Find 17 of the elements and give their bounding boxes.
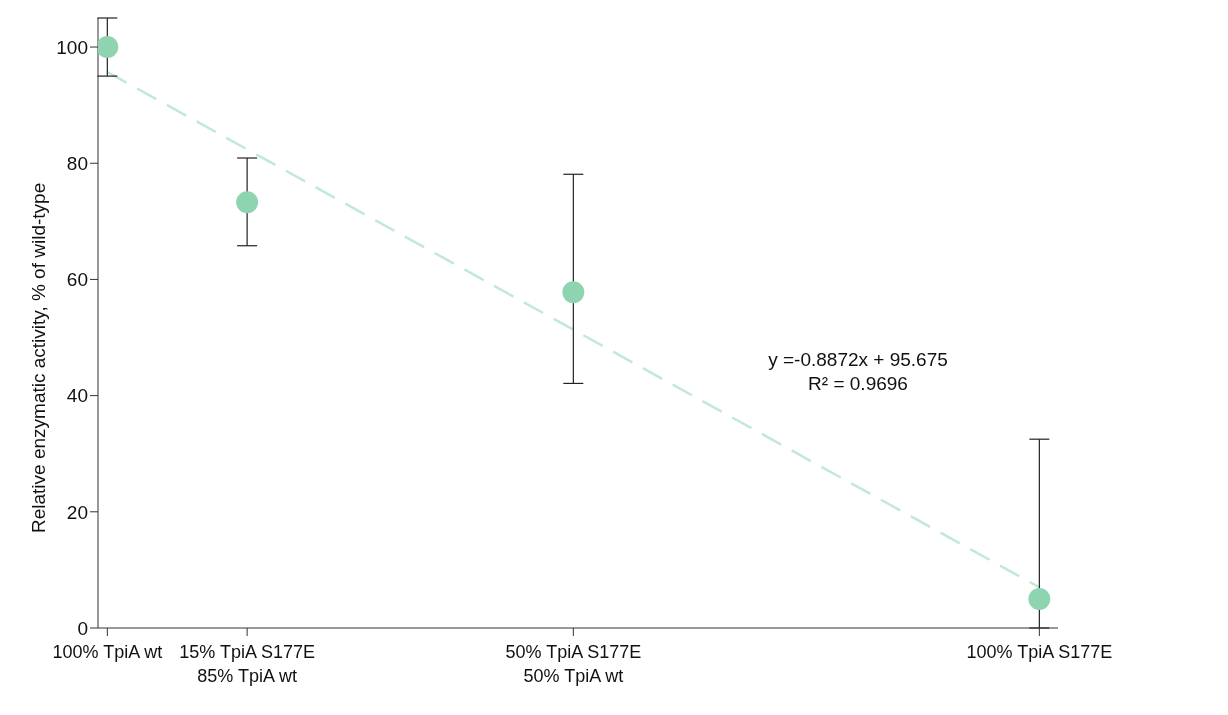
y-tick-label: 80 bbox=[66, 152, 88, 174]
y-tick-label: 40 bbox=[66, 385, 88, 407]
annotation: R² = 0.9696 bbox=[807, 372, 909, 396]
y-tick-label: 100 bbox=[56, 36, 88, 58]
point bbox=[236, 191, 259, 214]
x-tick-label: 15% TpiA S177E 85% TpiA wt bbox=[179, 642, 316, 686]
y-tick-label: 20 bbox=[66, 501, 88, 523]
annotation: y =-0.8872x + 95.675 bbox=[767, 348, 949, 372]
point bbox=[98, 36, 119, 59]
point bbox=[562, 281, 585, 304]
x-tick-label: 50% TpiA S177E 50% TpiA wt bbox=[505, 642, 642, 686]
x-tick-label: 100% TpiA wt bbox=[52, 642, 163, 662]
y-axis-title: Relative enzymatic activity, % of wild-type bbox=[27, 182, 49, 533]
point bbox=[1028, 587, 1051, 610]
y-tick-label: 0 bbox=[77, 617, 88, 639]
x-tick-label: 100% TpiA S177E bbox=[966, 642, 1113, 662]
y-tick-label: 60 bbox=[66, 269, 88, 291]
